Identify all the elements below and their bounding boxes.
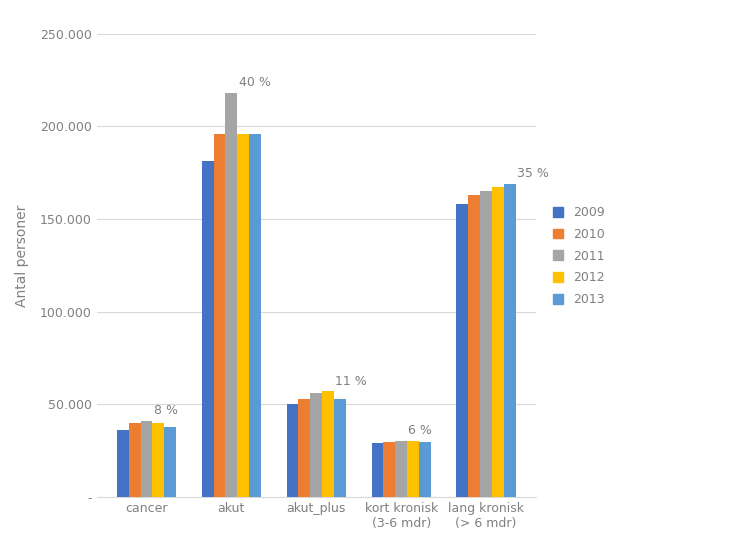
Text: 6 %: 6 % bbox=[408, 424, 432, 437]
Text: 40 %: 40 % bbox=[238, 76, 270, 89]
Bar bbox=[298, 399, 311, 497]
Bar bbox=[334, 399, 346, 497]
Bar bbox=[164, 427, 176, 497]
Bar bbox=[456, 204, 468, 497]
Bar bbox=[408, 440, 419, 497]
Bar bbox=[117, 431, 129, 497]
Bar bbox=[395, 440, 408, 497]
Bar bbox=[238, 134, 249, 497]
Bar bbox=[322, 391, 334, 497]
Bar bbox=[492, 187, 504, 497]
Bar bbox=[311, 393, 322, 497]
Text: 8 %: 8 % bbox=[154, 404, 178, 417]
Bar bbox=[372, 444, 383, 497]
Bar bbox=[214, 134, 225, 497]
Bar bbox=[286, 404, 298, 497]
Y-axis label: Antal personer: Antal personer bbox=[15, 205, 29, 307]
Text: 35 %: 35 % bbox=[517, 167, 549, 180]
Bar bbox=[141, 421, 152, 497]
Bar bbox=[152, 423, 164, 497]
Bar bbox=[129, 423, 141, 497]
Bar bbox=[419, 441, 431, 497]
Bar bbox=[225, 93, 238, 497]
Bar bbox=[480, 191, 492, 497]
Bar bbox=[249, 134, 261, 497]
Bar bbox=[504, 184, 516, 497]
Text: 11 %: 11 % bbox=[335, 375, 367, 387]
Bar bbox=[202, 161, 214, 497]
Legend: 2009, 2010, 2011, 2012, 2013: 2009, 2010, 2011, 2012, 2013 bbox=[547, 200, 611, 312]
Bar bbox=[383, 441, 395, 497]
Bar bbox=[468, 195, 480, 497]
